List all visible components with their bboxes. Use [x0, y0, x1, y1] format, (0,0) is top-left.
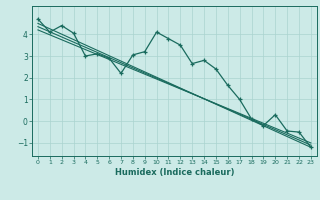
- X-axis label: Humidex (Indice chaleur): Humidex (Indice chaleur): [115, 168, 234, 177]
